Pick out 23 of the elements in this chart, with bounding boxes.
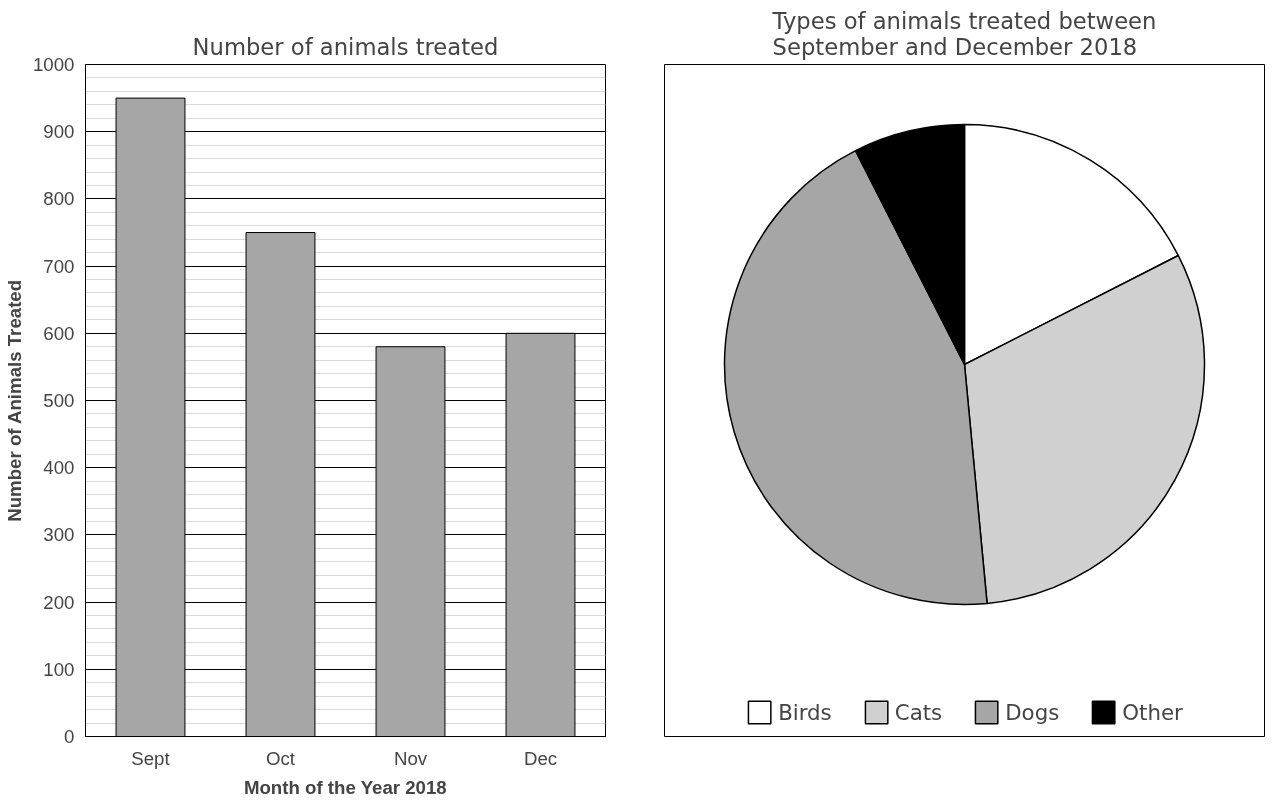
x-axis-title: Month of the Year 2018 — [243, 776, 447, 798]
legend-label: Other — [1122, 699, 1183, 725]
chart-title: Types of animals treated between September and December 2018 — [771, 7, 1157, 60]
x-tick-label: Dec — [523, 747, 558, 769]
chart-title: Number of animals treated — [192, 33, 499, 60]
y-tick-label: 200 — [43, 591, 75, 613]
x-tick-label: Sept — [131, 747, 171, 769]
y-tick-label: 900 — [43, 121, 75, 143]
y-axis-title: Number of Animals Treated — [4, 279, 25, 522]
y-tick-label: 500 — [43, 390, 75, 411]
x-tick-label: Nov — [393, 747, 428, 769]
y-tick-label: 700 — [43, 255, 75, 277]
y-tick-label: 400 — [43, 457, 75, 479]
legend-label: Dogs — [1005, 699, 1060, 725]
y-tick-label: 600 — [43, 322, 75, 344]
y-tick-label: 800 — [43, 188, 75, 210]
legend-label: Birds — [778, 699, 832, 725]
x-tick-label: Oct — [265, 747, 296, 769]
legend-label: Cats — [894, 699, 943, 725]
y-tick-label: 300 — [43, 524, 75, 546]
y-tick-label: 1000 — [33, 54, 75, 75]
y-tick-label: 100 — [43, 658, 75, 680]
y-tick-label: 0 — [64, 726, 75, 747]
